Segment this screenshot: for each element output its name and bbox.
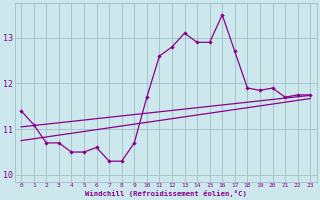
- X-axis label: Windchill (Refroidissement éolien,°C): Windchill (Refroidissement éolien,°C): [85, 190, 247, 197]
